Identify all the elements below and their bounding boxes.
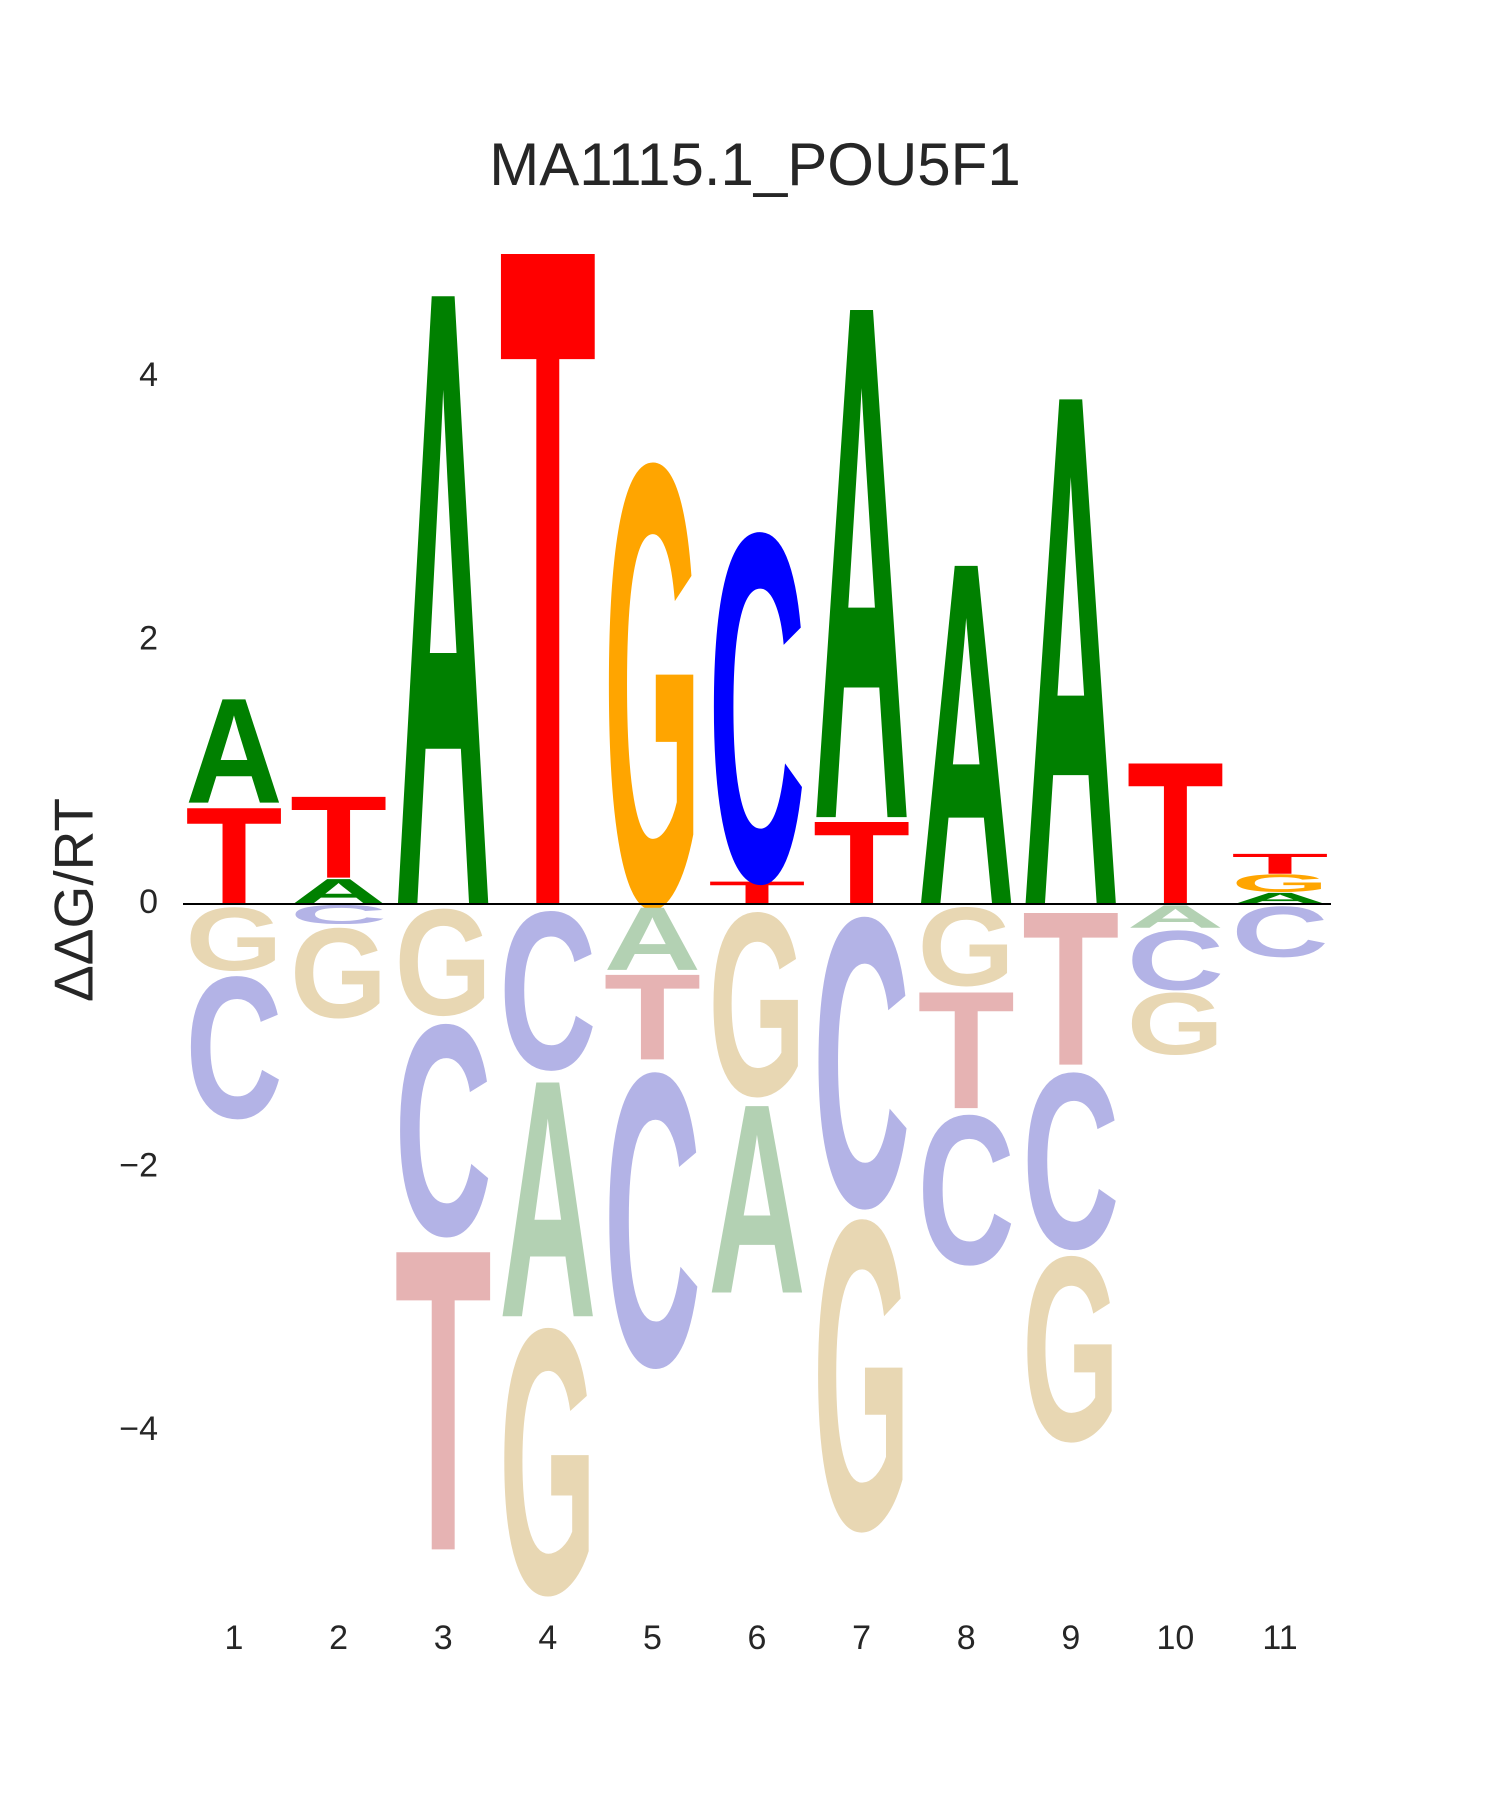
logo-letter: A xyxy=(1022,240,1119,1060)
logo-letter: T xyxy=(604,949,701,1086)
logo-letter: C xyxy=(604,985,701,1454)
x-tick-label: 7 xyxy=(852,1619,871,1657)
logo-letter: G xyxy=(185,889,282,989)
logo-letter: G xyxy=(708,860,805,1152)
x-tick-label: 11 xyxy=(1262,1619,1297,1657)
logo-letter: T xyxy=(1231,847,1328,880)
logo-letter: T xyxy=(813,797,910,930)
logo-letter: G xyxy=(1231,870,1328,898)
logo-letter: C xyxy=(1127,913,1224,1008)
logo-letter: C xyxy=(499,866,596,1118)
x-tick-label: 1 xyxy=(225,1619,244,1657)
logo-letter: G xyxy=(395,879,492,1048)
y-tick-label: 0 xyxy=(139,883,158,921)
x-tick-label: 9 xyxy=(1061,1619,1080,1657)
x-tick-label: 4 xyxy=(538,1619,557,1657)
x-tick-label: 10 xyxy=(1156,1619,1194,1657)
logo-letter: A xyxy=(185,668,282,835)
logo-letter: C xyxy=(1022,1020,1119,1301)
y-tick-label: −2 xyxy=(119,1146,158,1184)
y-axis-label: ΔΔG/RT xyxy=(43,798,105,1002)
logo-letter: G xyxy=(604,331,701,1038)
x-tick-label: 5 xyxy=(643,1619,662,1657)
logo-letter: C xyxy=(395,962,492,1299)
x-tick-label: 3 xyxy=(434,1619,453,1657)
x-tick-label: 8 xyxy=(957,1619,976,1657)
y-tick-label: −4 xyxy=(119,1410,158,1448)
logo-letter: T xyxy=(290,772,387,903)
logo-letter: A xyxy=(395,106,492,1092)
logo-letter: G xyxy=(1022,1202,1119,1497)
logo-letter: G xyxy=(813,1128,910,1622)
logo-letter: C xyxy=(1231,892,1328,972)
logo-letter: A xyxy=(918,461,1015,1010)
logo-letter: A xyxy=(813,151,910,974)
logo-letter: T xyxy=(1022,866,1119,1112)
logo-letter: C xyxy=(185,935,282,1161)
logo-letter: C xyxy=(813,832,910,1294)
y-tick-label: 2 xyxy=(139,620,158,658)
logo-letter: C xyxy=(708,430,805,987)
logo-letter: A xyxy=(708,1048,805,1351)
logo-letter: T xyxy=(395,1159,492,1641)
chart-title: MA1115.1_POU5F1 xyxy=(489,131,1020,198)
logo-letter: T xyxy=(918,957,1015,1144)
x-tick-label: 2 xyxy=(329,1619,348,1657)
logo-letter: A xyxy=(604,889,701,989)
logo-letter: G xyxy=(1127,975,1224,1073)
logo-letter: T xyxy=(1127,720,1224,949)
logo-letter: G xyxy=(499,1250,596,1674)
logo-letter: C xyxy=(918,1071,1015,1309)
y-tick-label: 4 xyxy=(139,356,158,394)
x-tick-label: 6 xyxy=(748,1619,767,1657)
logo-letter: G xyxy=(290,902,387,1045)
logo-letter: G xyxy=(918,885,1015,1009)
logo-letter: T xyxy=(499,50,596,1105)
logo-letter: A xyxy=(499,1010,596,1390)
logo-letter: T xyxy=(185,778,282,934)
